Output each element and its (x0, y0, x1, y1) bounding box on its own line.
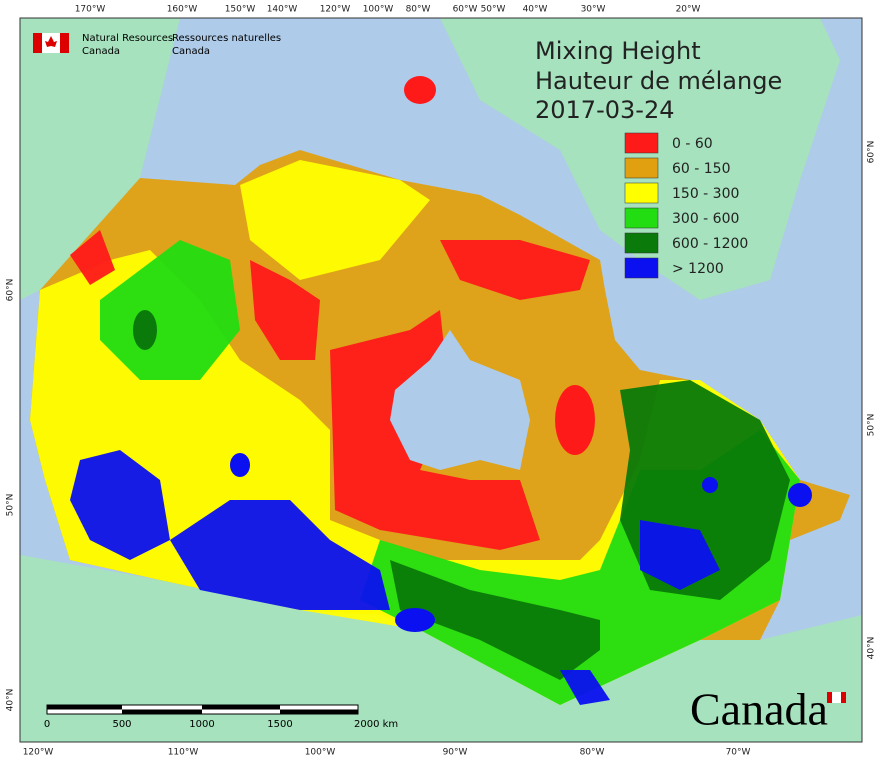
wordmark: Canada (690, 684, 828, 735)
scale-label: 500 (112, 719, 131, 730)
legend-label: 60 - 150 (672, 161, 731, 177)
legend-swatch (624, 182, 659, 204)
lon-label: 110°W (168, 748, 199, 758)
hudson-bay (390, 330, 530, 470)
lon-label: 160°W (167, 5, 198, 15)
scale-seg (47, 705, 122, 710)
lat-label: 40°N (6, 689, 16, 712)
lon-label: 120°W (23, 748, 54, 758)
lon-label: 30°W (581, 5, 606, 15)
lon-label: 170°W (75, 5, 106, 15)
lon-label: 140°W (267, 5, 298, 15)
field-region (390, 560, 600, 680)
legend-swatch (624, 232, 659, 254)
field-spot (555, 385, 595, 455)
legend-swatch (624, 132, 659, 154)
field-region (70, 230, 115, 285)
lat-label: 60°N (867, 141, 877, 164)
field-spot (230, 453, 250, 477)
agency-en: Canada (82, 46, 120, 57)
canada-wordmark: Canada (690, 684, 846, 735)
legend-label: 0 - 60 (672, 136, 713, 152)
field-region (250, 260, 320, 360)
legend-label: > 1200 (672, 261, 724, 277)
lat-label: 60°N (6, 279, 16, 302)
lon-label: 80°W (580, 748, 605, 758)
field-region (70, 450, 170, 560)
field-region (100, 240, 240, 380)
lon-label: 120°W (320, 5, 351, 15)
scale-label: 0 (44, 719, 50, 730)
field-spot (133, 310, 157, 350)
lon-label: 100°W (363, 5, 394, 15)
alaska (20, 18, 180, 300)
scale-seg (202, 705, 280, 710)
legend-label: 600 - 1200 (672, 236, 748, 252)
legend-swatch (624, 157, 659, 179)
lon-label: 90°W (443, 748, 468, 758)
legend: 0 - 60 60 - 150 150 - 300 300 - 600 600 - 12… (624, 132, 748, 279)
scale-seg (122, 709, 202, 714)
field-region (240, 160, 430, 280)
lon-label: 100°W (305, 748, 336, 758)
field-spot (404, 76, 436, 104)
field-region (560, 670, 610, 705)
agency-en: Natural Resources (82, 33, 173, 44)
field-region (440, 240, 590, 300)
graticule-labels: 170°W 160°W 150°W 140°W 120°W 100°W 80°W 60°W 50… (6, 5, 877, 758)
lat-label: 50°N (6, 494, 16, 517)
field-spot (395, 608, 435, 632)
title: Hauteur de mélange (535, 67, 782, 95)
scale-label: 1500 (267, 719, 292, 730)
title: Mixing Height (535, 37, 701, 65)
agency-fr: Canada (172, 46, 210, 57)
flag-leaf (45, 36, 57, 47)
lon-label: 80°W (406, 5, 431, 15)
scale-seg (280, 709, 358, 714)
field-region (170, 500, 390, 610)
nrcan-signature: Natural Resources Canada Ressources natu… (33, 33, 281, 57)
scale-bar: 0 500 1000 1500 2000 km (44, 704, 398, 730)
usa (20, 555, 862, 742)
lat-label: 40°N (867, 637, 877, 660)
lon-label: 60°W (453, 5, 478, 15)
lon-label: 20°W (676, 5, 701, 15)
mixing-height-field (30, 76, 850, 705)
wordmark-flag (832, 692, 841, 703)
legend-label: 300 - 600 (672, 211, 739, 227)
scale-label: 1000 (189, 719, 214, 730)
lon-label: 70°W (726, 748, 751, 758)
map-border (19, 17, 863, 743)
date: 2017-03-24 (535, 96, 674, 124)
lat-label: 50°N (867, 414, 877, 437)
field-spot (788, 483, 812, 507)
field-region (640, 520, 720, 590)
legend-label: 150 - 300 (672, 186, 739, 202)
flag-bar (33, 33, 42, 53)
legend-swatch (624, 207, 659, 229)
legend-swatch (624, 257, 659, 279)
lon-label: 50°W (481, 5, 506, 15)
agency-fr: Ressources naturelles (172, 33, 281, 44)
flag-bar (60, 33, 69, 53)
lon-label: 40°W (523, 5, 548, 15)
scale-label: 2000 km (354, 719, 398, 730)
field-spot (702, 477, 718, 493)
lon-label: 150°W (225, 5, 256, 15)
